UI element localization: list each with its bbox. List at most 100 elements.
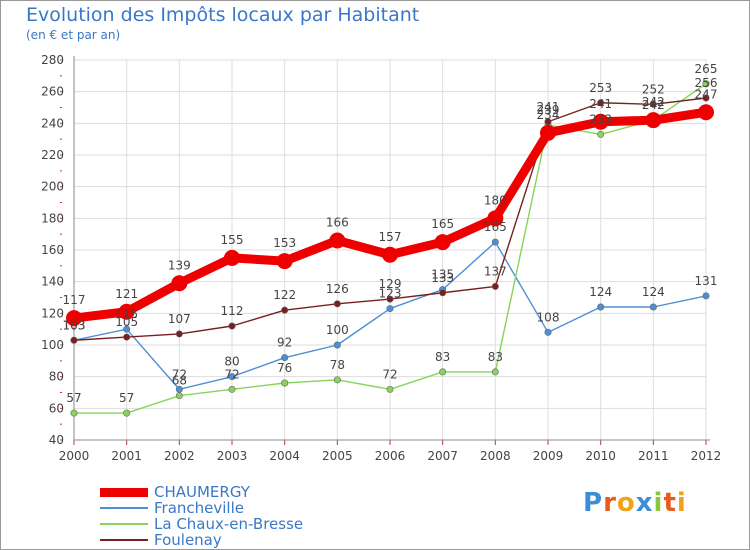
- data-label: 72: [172, 367, 187, 381]
- data-label: 72: [224, 367, 239, 381]
- data-label: 139: [168, 258, 191, 272]
- data-label: 117: [63, 293, 86, 307]
- y-tick-label: 220: [41, 148, 64, 162]
- data-label: 107: [168, 312, 191, 326]
- data-point: [702, 292, 710, 300]
- data-point: [386, 305, 394, 313]
- x-tick-label: 2012: [691, 449, 722, 463]
- data-point: [491, 282, 499, 290]
- x-tick-label: 2000: [59, 449, 90, 463]
- data-label: 239: [537, 103, 560, 117]
- y-tick-label: 160: [41, 243, 64, 257]
- data-label: 133: [431, 271, 454, 285]
- data-point: [123, 333, 131, 341]
- y-tick-label: 120: [41, 306, 64, 320]
- legend-label: Francheville: [154, 499, 244, 517]
- data-label: 83: [488, 350, 503, 364]
- proxiti-logo: Proxiti: [583, 488, 687, 518]
- x-tick-label: 2007: [427, 449, 458, 463]
- data-point: [228, 322, 236, 330]
- data-point: [228, 373, 236, 381]
- data-label: 124: [589, 285, 612, 299]
- data-point: [439, 368, 447, 376]
- data-point: [66, 310, 82, 327]
- axes: 40 60 80 100 120 140 160 180 200 220 240 260 280 2000…: [41, 53, 721, 463]
- data-label: 68: [172, 374, 187, 388]
- data-label: 241: [589, 97, 612, 111]
- chart-title: Evolution des Impôts locaux par Habitant: [26, 4, 420, 26]
- data-label: 92: [277, 336, 292, 350]
- data-label: 57: [66, 391, 81, 405]
- data-point: [386, 295, 394, 303]
- data-point: [597, 99, 605, 107]
- data-point: [123, 325, 131, 333]
- x-tick-label: 2001: [111, 449, 142, 463]
- data-label: 233: [589, 112, 612, 126]
- data-label: 100: [326, 323, 349, 337]
- x-tick-label: 2004: [269, 449, 300, 463]
- legend-label: La Chaux-en-Bresse: [154, 515, 304, 533]
- y-tick-label: 40: [49, 433, 64, 447]
- data-label: 242: [642, 98, 665, 112]
- legend-item: CHAUMERGY: [100, 483, 360, 501]
- logo-letter: x: [635, 488, 654, 518]
- logo-letter: i: [653, 488, 664, 518]
- data-label: 80: [224, 355, 239, 369]
- data-point: [434, 234, 451, 251]
- data-point: [281, 306, 289, 314]
- data-point: [702, 94, 710, 102]
- data-point: [597, 303, 605, 311]
- data-point: [649, 100, 657, 108]
- data-point: [329, 232, 346, 249]
- y-tick-label: 200: [41, 180, 64, 194]
- data-point: [386, 385, 394, 393]
- data-label: 103: [63, 318, 86, 332]
- legend-label: CHAUMERGY: [154, 483, 250, 501]
- data-label: 83: [435, 350, 450, 364]
- y-tick-label: 100: [41, 338, 64, 352]
- y-tick-label: 180: [41, 211, 64, 225]
- data-label: 234: [537, 108, 560, 122]
- data-point: [175, 392, 183, 400]
- chart-subtitle: (en € et par an): [26, 28, 121, 42]
- data-point: [491, 238, 499, 246]
- data-label: 126: [326, 282, 349, 296]
- series-lines: [66, 80, 714, 417]
- data-label: 57: [119, 391, 134, 405]
- data-point: [70, 409, 78, 417]
- data-label: 135: [431, 268, 454, 282]
- legend-item: Francheville: [100, 499, 360, 517]
- legend-swatch: [100, 507, 148, 509]
- x-tick-label: 2006: [375, 449, 406, 463]
- logo-letter: o: [616, 488, 636, 518]
- y-tick-label: 140: [41, 275, 64, 289]
- data-label: 165: [431, 217, 454, 231]
- data-label: 265: [695, 62, 718, 76]
- data-label: 252: [642, 82, 665, 96]
- data-label: 124: [642, 285, 665, 299]
- data-point: [698, 104, 714, 121]
- data-point: [702, 80, 710, 88]
- legend-label: Foulenay: [154, 531, 222, 549]
- data-label: 121: [115, 287, 138, 301]
- data-point: [645, 112, 662, 129]
- data-label: 253: [589, 81, 612, 95]
- data-point: [540, 124, 556, 141]
- data-label: 129: [379, 277, 402, 291]
- x-tick-label: 2008: [480, 449, 511, 463]
- data-label: 108: [537, 310, 560, 324]
- legend-item: La Chaux-en-Bresse: [100, 515, 360, 533]
- y-tick-label: 60: [49, 401, 64, 415]
- x-tick-label: 2010: [585, 449, 616, 463]
- data-point: [382, 246, 398, 263]
- data-label: 180: [484, 193, 507, 207]
- y-tick-label: 280: [41, 53, 64, 67]
- data-point: [491, 368, 499, 376]
- legend: CHAUMERGY Francheville La Chaux-en-Bresse F…: [100, 483, 360, 549]
- data-point: [592, 113, 609, 130]
- data-point: [228, 385, 236, 393]
- data-label: 105: [115, 315, 138, 329]
- data-point: [544, 328, 552, 336]
- x-tick-label: 2011: [638, 449, 669, 463]
- data-label: 165: [484, 220, 507, 234]
